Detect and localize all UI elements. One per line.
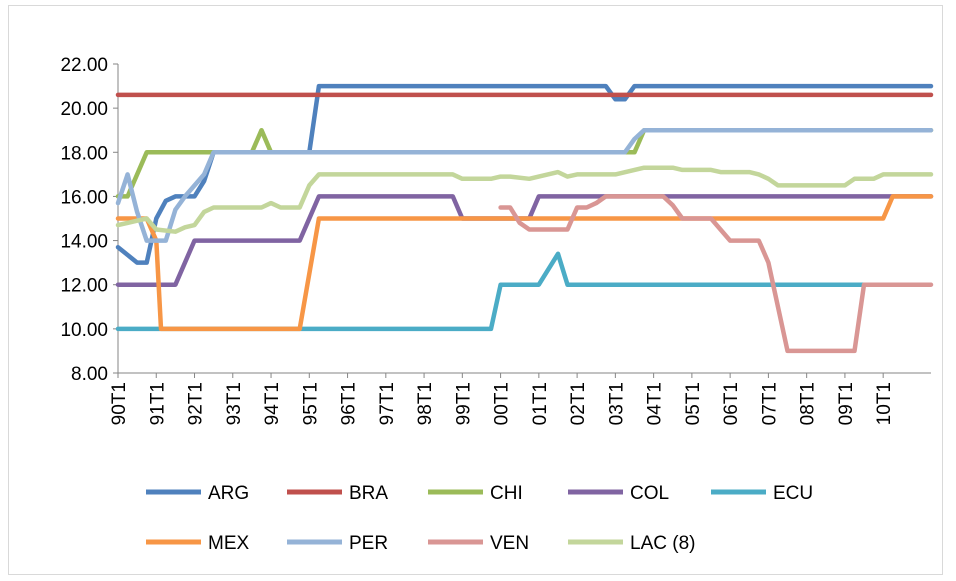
x-tick-label: 99T1	[453, 382, 474, 425]
x-tick-label: 97T1	[377, 382, 398, 425]
y-tick-label: 22.00	[60, 55, 108, 76]
series-line	[115, 165, 934, 234]
y-tick-labels: 8.00 10.00 12.00 14.00 16.00 18.00 20.00 22.00	[60, 55, 118, 385]
y-tick-label: 20.00	[60, 99, 108, 120]
x-tick-label: 02T1	[568, 382, 589, 425]
legend-label: PER	[349, 533, 388, 554]
x-tick-label: 09T1	[836, 382, 857, 425]
x-tick-label: 04T1	[645, 382, 666, 425]
series-line	[115, 251, 867, 332]
legend: ARG BRA CHI COL ECU MEX PER VEN LAC (8)	[146, 483, 813, 554]
y-tick-label: 18.00	[60, 143, 108, 164]
x-tick-label: 91T1	[147, 382, 168, 425]
legend-label: ARG	[208, 483, 249, 504]
y-tick-label: 14.00	[60, 232, 108, 253]
x-tick-label: 10T1	[874, 382, 895, 425]
y-tick-label: 12.00	[60, 276, 108, 297]
series-line	[115, 127, 934, 199]
legend-label: BRA	[349, 483, 388, 504]
series-line	[498, 194, 934, 354]
series-line	[115, 127, 934, 243]
legend-label: VEN	[490, 533, 529, 554]
x-tick-label: 93T1	[224, 382, 245, 425]
legend-label: MEX	[208, 533, 250, 554]
x-tick-label: 01T1	[530, 382, 551, 425]
series-line	[115, 194, 934, 287]
chart-frame: 8.00 10.00 12.00 14.00 16.00 18.00 20.00 22.00 …	[8, 5, 943, 575]
y-tick-label: 16.00	[60, 187, 108, 208]
series-line	[115, 194, 934, 332]
x-tick-label: 05T1	[683, 382, 704, 425]
x-tick-labels: 90T1 91T1 92T1 93T1 94T1 95T1 96T1 97T1 98T1 99T1…	[109, 373, 895, 425]
series-line	[115, 83, 934, 265]
x-tick-label: 94T1	[262, 382, 283, 425]
x-tick-label: 96T1	[339, 382, 360, 425]
x-tick-label: 92T1	[186, 382, 207, 425]
line-chart: 8.0010.0012.0014.0016.0018.0020.0022.00 …	[60, 55, 934, 554]
x-tick-label: 90T1	[109, 382, 130, 425]
legend-label: COL	[630, 483, 669, 504]
x-tick-label: 00T1	[492, 382, 513, 425]
x-tick-label: 08T1	[798, 382, 819, 425]
x-tick-label: 95T1	[300, 382, 321, 425]
legend-label: ECU	[773, 483, 813, 504]
x-tick-label: 03T1	[606, 382, 627, 425]
x-tick-label: 98T1	[415, 382, 436, 425]
series-lines	[115, 83, 934, 354]
y-tick-label: 10.00	[60, 320, 108, 341]
legend-label: CHI	[490, 483, 523, 504]
legend-label: LAC (8)	[630, 533, 695, 554]
x-tick-label: 07T1	[759, 382, 780, 425]
y-tick-label: 8.00	[71, 364, 108, 385]
x-tick-label: 06T1	[721, 382, 742, 425]
